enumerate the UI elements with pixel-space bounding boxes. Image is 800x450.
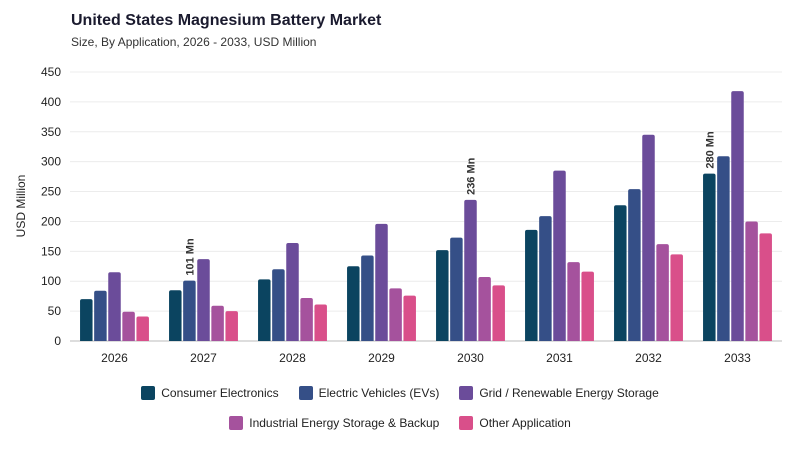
- bar: [745, 221, 758, 341]
- bar: [286, 242, 299, 341]
- bar: [628, 189, 641, 341]
- data-label: 236 Mn: [466, 157, 478, 195]
- y-tick-label: 450: [41, 65, 61, 79]
- bar: [314, 304, 327, 341]
- bar: [759, 233, 772, 341]
- bar: [670, 254, 683, 341]
- y-tick-label: 0: [54, 334, 61, 348]
- legend-item-industrial-storage: Industrial Energy Storage & Backup: [229, 416, 439, 430]
- bar: [272, 269, 285, 341]
- y-axis-title: USD Million: [14, 175, 28, 238]
- chart-title: United States Magnesium Battery Market: [71, 12, 382, 29]
- legend-item-grid-renewable: Grid / Renewable Energy Storage: [459, 386, 659, 400]
- bar: [581, 271, 594, 341]
- legend-label: Grid / Renewable Energy Storage: [479, 386, 659, 400]
- y-tick-label: 150: [41, 244, 61, 258]
- bar: [642, 134, 655, 341]
- bar: [492, 285, 505, 341]
- y-tick-label: 200: [41, 214, 61, 228]
- bar: [539, 216, 552, 341]
- y-axis: 0 50 100 150 200 250 300 350 400 450: [41, 65, 61, 348]
- legend-item-other-application: Other Application: [459, 416, 571, 430]
- bar: [703, 173, 716, 341]
- x-tick-label: 2031: [546, 351, 573, 365]
- legend-swatch: [298, 386, 313, 400]
- x-tick-label: 2027: [190, 351, 217, 365]
- y-tick-label: 100: [41, 274, 61, 288]
- bar: [567, 262, 580, 341]
- x-tick-label: 2032: [635, 351, 662, 365]
- bar: [450, 237, 463, 341]
- y-tick-label: 350: [41, 125, 61, 139]
- y-tick-label: 50: [48, 304, 62, 318]
- bar: [94, 290, 107, 341]
- legend-swatch: [141, 386, 156, 400]
- annotations: 101 Mn 236 Mn 280 Mn: [184, 131, 716, 276]
- y-tick-label: 300: [41, 155, 61, 169]
- bar: [717, 156, 730, 341]
- bar: [553, 170, 566, 341]
- bar: [464, 199, 477, 341]
- legend-label: Other Application: [479, 416, 571, 430]
- x-tick-label: 2029: [368, 351, 395, 365]
- bar: [525, 229, 538, 341]
- bar: [656, 244, 669, 341]
- bar: [361, 255, 374, 341]
- bar: [389, 288, 402, 341]
- bar: [169, 290, 182, 341]
- x-axis: 2026 2027 2028 2029 2030 2031 2032 2033: [101, 351, 751, 365]
- bar: [403, 295, 416, 341]
- bar: [375, 223, 388, 341]
- y-tick-label: 250: [41, 185, 61, 199]
- x-tick-label: 2028: [279, 351, 306, 365]
- bar: [183, 280, 196, 341]
- legend-row-2: Industrial Energy Storage & Backup Other…: [0, 416, 800, 430]
- bar: [258, 279, 271, 341]
- legend-swatch: [229, 416, 244, 430]
- bar: [478, 277, 491, 341]
- y-tick-label: 400: [41, 95, 61, 109]
- x-tick-label: 2026: [101, 351, 128, 365]
- x-tick-label: 2033: [724, 351, 751, 365]
- legend-label: Consumer Electronics: [161, 386, 279, 400]
- chart-subtitle: Size, By Application, 2026 - 2033, USD M…: [71, 35, 317, 49]
- legend-swatch: [459, 386, 474, 400]
- legend-swatch: [459, 416, 474, 430]
- legend-item-consumer-electronics: Consumer Electronics: [141, 386, 279, 400]
- data-label: 101 Mn: [184, 238, 196, 276]
- bar: [122, 311, 135, 341]
- bar: [211, 305, 224, 341]
- legend-label: Industrial Energy Storage & Backup: [249, 416, 440, 430]
- bar: [136, 316, 149, 341]
- bar: [225, 311, 238, 341]
- legend-row-1: Consumer Electronics Electric Vehicles (…: [0, 386, 800, 400]
- bar: [347, 266, 360, 341]
- bar: [300, 297, 313, 341]
- bar: [197, 259, 210, 341]
- bar: [436, 250, 449, 341]
- x-tick-label: 2030: [457, 351, 484, 365]
- data-label: 280 Mn: [704, 131, 716, 169]
- bar: [108, 272, 121, 341]
- bar: [614, 205, 627, 341]
- bar: [731, 91, 744, 341]
- legend-label: Electric Vehicles (EVs): [318, 386, 440, 400]
- bars: [80, 91, 772, 341]
- legend-item-electric-vehicles: Electric Vehicles (EVs): [298, 386, 440, 400]
- bar: [80, 299, 93, 341]
